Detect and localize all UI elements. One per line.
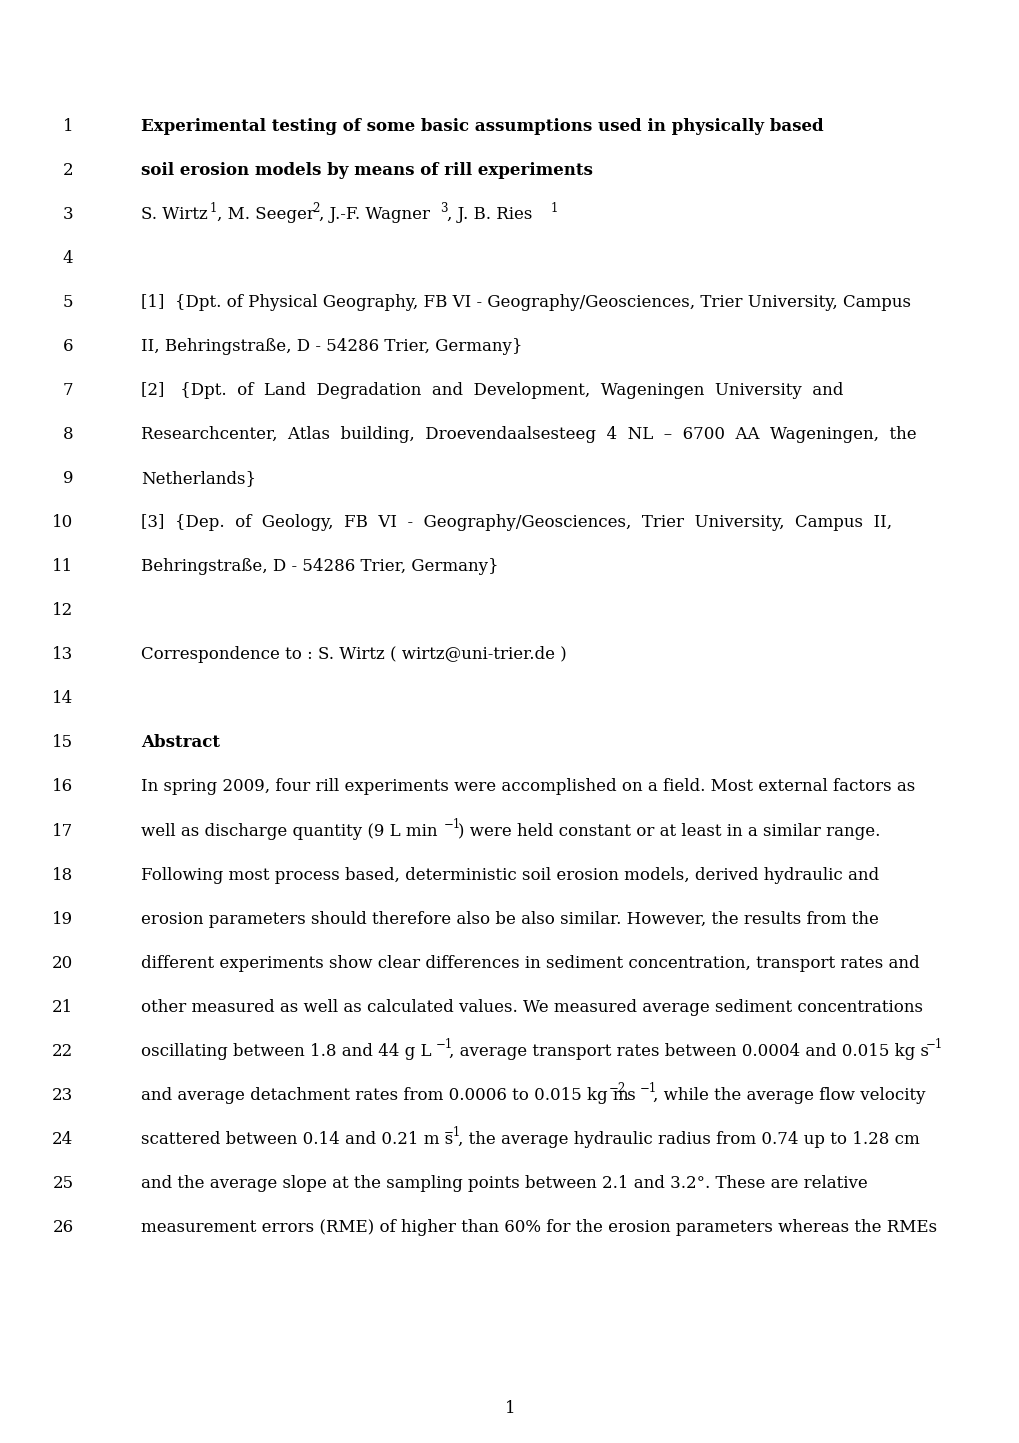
Text: 20: 20 <box>52 955 73 971</box>
Text: and the average slope at the sampling points between 2.1 and 3.2°. These are rel: and the average slope at the sampling po… <box>141 1175 867 1192</box>
Text: Following most process based, deterministic soil erosion models, derived hydraul: Following most process based, determinis… <box>141 866 878 883</box>
Text: 1: 1 <box>504 1400 515 1417</box>
Text: s: s <box>622 1087 636 1104</box>
Text: 11: 11 <box>52 558 73 576</box>
Text: −1: −1 <box>443 1126 461 1140</box>
Text: 26: 26 <box>52 1218 73 1235</box>
Text: 15: 15 <box>52 734 73 752</box>
Text: oscillating between 1.8 and 44 g L: oscillating between 1.8 and 44 g L <box>141 1042 431 1059</box>
Text: [2]   {Dpt.  of  Land  Degradation  and  Development,  Wageningen  University  a: [2] {Dpt. of Land Degradation and Develo… <box>141 382 843 400</box>
Text: [1]  {Dpt. of Physical Geography, FB VI - Geography/Geosciences, Trier Universit: [1] {Dpt. of Physical Geography, FB VI -… <box>141 294 910 312</box>
Text: , J.-F. Wagner: , J.-F. Wagner <box>319 206 430 224</box>
Text: −1: −1 <box>435 1038 452 1052</box>
Text: −2: −2 <box>608 1082 626 1095</box>
Text: 6: 6 <box>63 338 73 355</box>
Text: 9: 9 <box>63 470 73 488</box>
Text: other measured as well as calculated values. We measured average sediment concen: other measured as well as calculated val… <box>141 999 922 1016</box>
Text: S. Wirtz: S. Wirtz <box>141 206 207 224</box>
Text: Netherlands}: Netherlands} <box>141 470 256 488</box>
Text: 10: 10 <box>52 514 73 531</box>
Text: −1: −1 <box>639 1082 656 1095</box>
Text: , M. Seeger: , M. Seeger <box>217 206 315 224</box>
Text: measurement errors (RME) of higher than 60% for the erosion parameters whereas t: measurement errors (RME) of higher than … <box>141 1218 936 1235</box>
Text: and average detachment rates from 0.0006 to 0.015 kg m: and average detachment rates from 0.0006… <box>141 1087 628 1104</box>
Text: Behringstraße, D - 54286 Trier, Germany}: Behringstraße, D - 54286 Trier, Germany} <box>141 558 498 576</box>
Text: 7: 7 <box>63 382 73 400</box>
Text: 3: 3 <box>63 206 73 224</box>
Text: 13: 13 <box>52 646 73 664</box>
Text: Experimental testing of some basic assumptions used in physically based: Experimental testing of some basic assum… <box>141 118 822 136</box>
Text: −1: −1 <box>924 1038 942 1052</box>
Text: 14: 14 <box>52 690 73 707</box>
Text: II, Behringstraße, D - 54286 Trier, Germany}: II, Behringstraße, D - 54286 Trier, Germ… <box>141 338 522 355</box>
Text: 1: 1 <box>210 202 217 215</box>
Text: 1: 1 <box>550 202 557 215</box>
Text: 22: 22 <box>52 1042 73 1059</box>
Text: , the average hydraulic radius from 0.74 up to 1.28 cm: , the average hydraulic radius from 0.74… <box>458 1131 918 1147</box>
Text: different experiments show clear differences in sediment concentration, transpor: different experiments show clear differe… <box>141 955 918 971</box>
Text: , while the average flow velocity: , while the average flow velocity <box>652 1087 924 1104</box>
Text: erosion parameters should therefore also be also similar. However, the results f: erosion parameters should therefore also… <box>141 911 877 928</box>
Text: , average transport rates between 0.0004 and 0.015 kg s: , average transport rates between 0.0004… <box>448 1042 928 1059</box>
Text: In spring 2009, four rill experiments were accomplished on a field. Most externa: In spring 2009, four rill experiments we… <box>141 778 914 795</box>
Text: 16: 16 <box>52 778 73 795</box>
Text: 8: 8 <box>63 427 73 443</box>
Text: 19: 19 <box>52 911 73 928</box>
Text: 1: 1 <box>63 118 73 136</box>
Text: 3: 3 <box>440 202 447 215</box>
Text: ) were held constant or at least in a similar range.: ) were held constant or at least in a si… <box>458 823 879 840</box>
Text: well as discharge quantity (9 L min: well as discharge quantity (9 L min <box>141 823 437 840</box>
Text: 12: 12 <box>52 603 73 619</box>
Text: soil erosion models by means of rill experiments: soil erosion models by means of rill exp… <box>141 162 592 179</box>
Text: Researchcenter,  Atlas  building,  Droevendaalsesteeg  4  NL  –  6700  AA  Wagen: Researchcenter, Atlas building, Droevend… <box>141 427 915 443</box>
Text: −1: −1 <box>443 818 461 831</box>
Text: 4: 4 <box>63 251 73 267</box>
Text: [3]  {Dep.  of  Geology,  FB  VI  -  Geography/Geosciences,  Trier  University, : [3] {Dep. of Geology, FB VI - Geography/… <box>141 514 891 531</box>
Text: 23: 23 <box>52 1087 73 1104</box>
Text: 21: 21 <box>52 999 73 1016</box>
Text: 17: 17 <box>52 823 73 840</box>
Text: 5: 5 <box>63 294 73 312</box>
Text: Correspondence to : S. Wirtz ( wirtz@uni-trier.de ): Correspondence to : S. Wirtz ( wirtz@uni… <box>141 646 566 664</box>
Text: 24: 24 <box>52 1131 73 1147</box>
Text: 18: 18 <box>52 866 73 883</box>
Text: 25: 25 <box>52 1175 73 1192</box>
Text: , J. B. Ries: , J. B. Ries <box>446 206 532 224</box>
Text: 2: 2 <box>312 202 319 215</box>
Text: Abstract: Abstract <box>141 734 219 752</box>
Text: scattered between 0.14 and 0.21 m s: scattered between 0.14 and 0.21 m s <box>141 1131 452 1147</box>
Text: 2: 2 <box>63 162 73 179</box>
